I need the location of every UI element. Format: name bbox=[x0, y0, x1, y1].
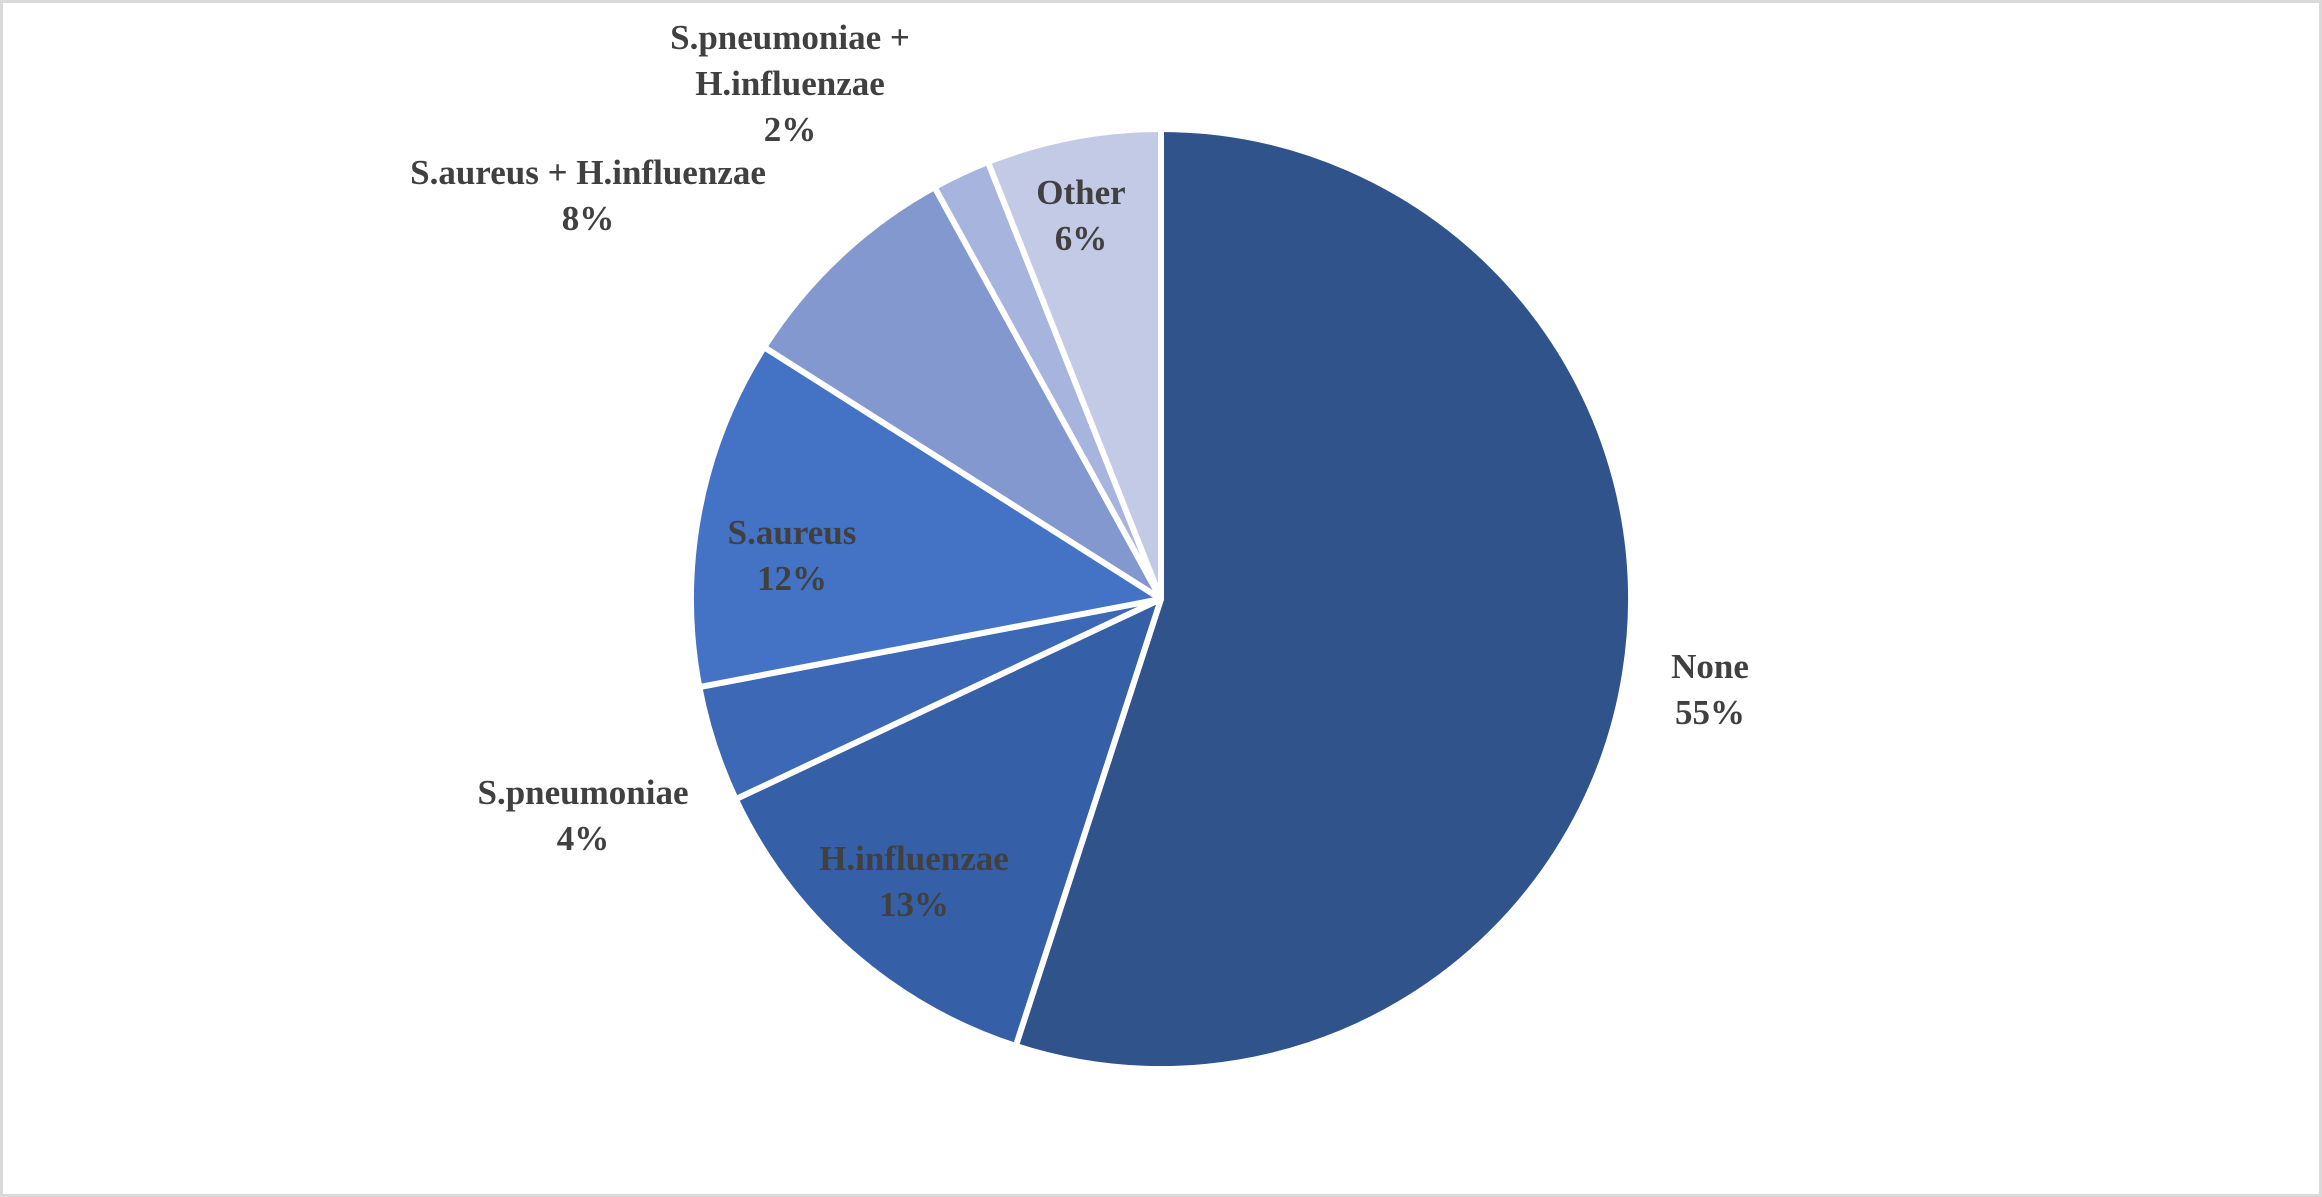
pie-labels: None 55% H.influenzae 13% S.pneumoniae 4% S.au… bbox=[410, 18, 1749, 924]
pie-slices bbox=[688, 126, 1634, 1072]
data-label-s-aureus-h-influenzae: S.aureus + H.influenzae 8% bbox=[410, 153, 766, 238]
data-label-s-aureus: S.aureus 12% bbox=[728, 513, 857, 598]
data-label-s-pneumoniae-h-influenzae: S.pneumoniae + H.influenzae 2% bbox=[670, 18, 910, 149]
data-label-none: None 55% bbox=[1671, 647, 1749, 732]
pie-chart: None 55% H.influenzae 13% S.pneumoniae 4% S.au… bbox=[410, 18, 1749, 1072]
data-label-h-influenzae: H.influenzae 13% bbox=[819, 839, 1009, 924]
pie-slice-s-aureus bbox=[688, 344, 1164, 691]
pie-slice-h-influenzae bbox=[732, 596, 1164, 1049]
pie-slice-none bbox=[1012, 126, 1634, 1072]
pie-slice-other bbox=[984, 126, 1164, 602]
pie-slice-s-aureus-h-influenzae bbox=[761, 184, 1164, 602]
data-label-s-pneumoniae: S.pneumoniae 4% bbox=[477, 773, 688, 858]
data-label-other: Other 6% bbox=[1036, 173, 1125, 258]
